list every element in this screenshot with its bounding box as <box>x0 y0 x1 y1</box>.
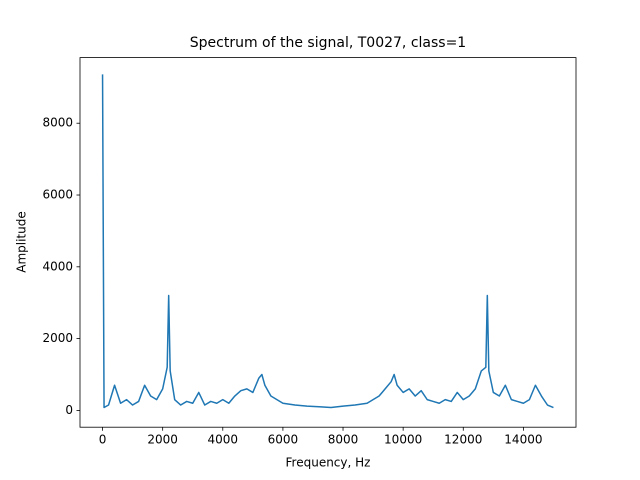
chart-title: Spectrum of the signal, T0027, class=1 <box>190 35 466 51</box>
x-tick-label: 4000 <box>208 433 239 447</box>
plot-frame <box>79 57 577 428</box>
x-tick-label: 6000 <box>268 433 299 447</box>
x-tick-label: 14000 <box>504 433 542 447</box>
x-tick-label: 2000 <box>147 433 178 447</box>
y-tick-label: 6000 <box>42 188 73 202</box>
y-tick-label: 4000 <box>42 259 73 273</box>
x-tick-label: 12000 <box>444 433 482 447</box>
x-tick-label: 10000 <box>384 433 422 447</box>
x-tick-label: 8000 <box>328 433 359 447</box>
y-axis-label: Amplitude <box>15 211 29 273</box>
y-tick-label: 8000 <box>42 116 73 130</box>
y-tick-label: 2000 <box>42 331 73 345</box>
y-tick-label: 0 <box>65 403 73 417</box>
spectrum-line <box>101 74 554 409</box>
x-axis-label: Frequency, Hz <box>286 456 371 470</box>
x-tick-label: 0 <box>99 433 107 447</box>
